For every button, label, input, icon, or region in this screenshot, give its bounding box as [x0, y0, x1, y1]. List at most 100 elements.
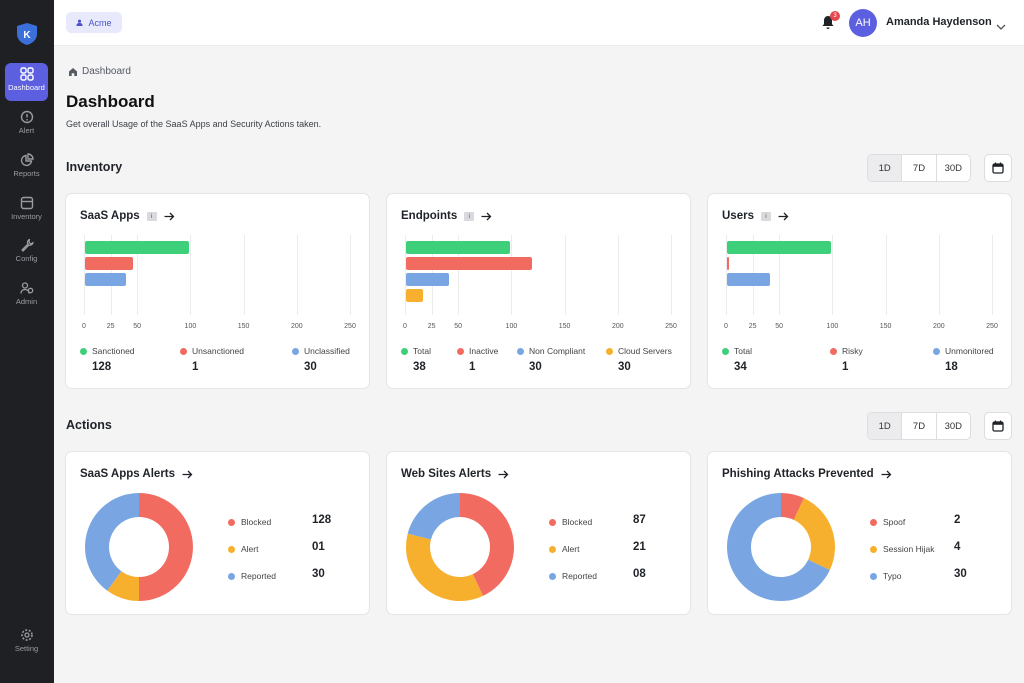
legend-dot — [292, 347, 299, 355]
legend-value: 1 — [469, 361, 476, 373]
arrow-right-icon[interactable] — [182, 470, 193, 479]
legend-dot — [80, 347, 87, 355]
range-30d-button[interactable]: 30D — [944, 420, 963, 432]
x-tick-label: 0 — [724, 323, 728, 330]
legend-value: 128 — [312, 514, 332, 526]
slice-alert[interactable] — [107, 571, 139, 601]
sidebar-item-inventory[interactable]: Inventory — [5, 192, 48, 230]
bar-unmonitored[interactable] — [727, 273, 770, 286]
sidebar-item-label: Dashboard — [8, 83, 45, 92]
slice-blocked[interactable] — [460, 493, 514, 596]
sidebar-item-admin[interactable]: Admin — [5, 277, 48, 315]
org-icon — [76, 19, 84, 26]
legend-value: 38 — [413, 361, 426, 373]
legend-value: 34 — [734, 361, 747, 373]
bar-inactive[interactable] — [406, 257, 532, 270]
saas-apps-alerts-card: SaaS Apps Alerts Blocked 128 Alert 01 Re… — [65, 451, 370, 615]
user-name[interactable]: Amanda Haydenson — [886, 16, 992, 28]
sidebar-item-config[interactable]: Config — [5, 234, 48, 272]
info-icon[interactable]: i — [146, 211, 157, 221]
legend-dot — [870, 545, 877, 553]
sidebar-item-setting[interactable]: Setting — [5, 624, 48, 662]
card-title: SaaS Apps — [80, 210, 140, 222]
grid-line — [84, 235, 85, 315]
web-sites-alerts-card: Web Sites Alerts Blocked 87 Alert 21 Rep… — [386, 451, 691, 615]
x-tick-label: 50 — [775, 323, 784, 330]
gear-icon — [20, 629, 33, 641]
legend-value: 30 — [304, 361, 317, 373]
saas-apps-card: SaaS Apps i 0 25 50 100 150 200 250 Sanctioned… — [65, 193, 370, 389]
legend-inactive: Inactive — [457, 346, 498, 356]
notifications-button[interactable]: 3 — [821, 11, 840, 31]
breadcrumb-item[interactable]: Dashboard — [82, 66, 131, 77]
info-icon[interactable]: i — [464, 211, 475, 221]
range-30d-button[interactable]: 30D — [944, 162, 963, 174]
legend-dot — [606, 347, 613, 355]
legend-value: 1 — [192, 361, 199, 373]
x-tick-label: 250 — [665, 323, 677, 330]
slice-reported[interactable] — [407, 493, 460, 540]
legend-unmonitored: Unmonitored — [933, 346, 994, 356]
slice-session-hijak[interactable] — [793, 498, 835, 570]
range-1d-button[interactable]: 1D — [868, 413, 903, 439]
grid-line — [938, 235, 940, 315]
slice-reported[interactable] — [84, 493, 139, 591]
bar-total[interactable] — [406, 241, 511, 254]
bar-unsanctioned[interactable] — [85, 257, 133, 270]
org-switcher[interactable]: Acme — [66, 12, 122, 33]
users-bar-chart — [726, 235, 993, 315]
slice-alert[interactable] — [406, 533, 483, 601]
arrow-right-icon[interactable] — [498, 470, 509, 479]
legend-value: 30 — [529, 361, 542, 373]
arrow-right-icon[interactable] — [481, 212, 492, 221]
grid-line — [992, 235, 993, 315]
legend-label: Blocked — [562, 517, 593, 527]
x-tick-label: 200 — [290, 323, 303, 330]
legend-value: 4 — [954, 541, 961, 553]
legend-label: Total — [734, 346, 752, 356]
bar-non-compliant[interactable] — [406, 273, 449, 286]
pie-chart-icon — [20, 153, 34, 167]
range-7d-button[interactable]: 7D — [902, 413, 937, 439]
sidebar-item-dashboard[interactable]: Dashboard — [5, 63, 48, 101]
legend-value: 30 — [954, 568, 967, 580]
home-icon — [69, 67, 77, 76]
logo-shield[interactable]: K — [17, 23, 37, 45]
x-axis-ticks: 0 25 50 100 150 200 250 — [724, 323, 998, 333]
legend-label: Typo — [883, 571, 902, 581]
legend-typo: Typo — [870, 571, 901, 581]
inventory-range-selector: 1D 7D 30D — [867, 154, 971, 182]
arrow-right-icon[interactable] — [881, 470, 892, 479]
legend-value: 18 — [945, 361, 958, 373]
range-7d-button[interactable]: 7D — [902, 155, 937, 181]
slice-blocked[interactable] — [139, 493, 193, 601]
legend-cloud-servers: Cloud Servers — [606, 346, 672, 356]
inventory-calendar-button[interactable] — [984, 154, 1012, 182]
sidebar-item-reports[interactable]: Reports — [5, 149, 48, 187]
avatar[interactable]: AH — [849, 9, 877, 37]
bar-risky[interactable] — [727, 257, 730, 270]
bar-unclassified[interactable] — [85, 273, 127, 286]
grid-line — [296, 235, 298, 315]
legend-reported: Reported — [549, 571, 597, 581]
x-tick-label: 0 — [403, 323, 407, 330]
actions-calendar-button[interactable] — [984, 412, 1012, 440]
sidebar-item-label: Reports — [13, 169, 40, 178]
legend-value: 2 — [954, 514, 961, 526]
info-icon[interactable]: i — [760, 211, 771, 221]
range-1d-button[interactable]: 1D — [868, 155, 903, 181]
bar-total[interactable] — [727, 241, 832, 254]
arrow-right-icon[interactable] — [164, 212, 175, 221]
user-menu-toggle[interactable] — [996, 18, 1006, 36]
slice-typo[interactable] — [727, 493, 830, 601]
legend-dot — [830, 347, 837, 355]
legend-label: Blocked — [241, 517, 272, 527]
arrow-right-icon[interactable] — [778, 212, 789, 221]
slice-spoof[interactable] — [781, 493, 804, 520]
card-title: SaaS Apps Alerts — [80, 468, 176, 480]
sidebar-item-alert[interactable]: Alert — [5, 106, 48, 144]
legend-dot — [517, 347, 524, 355]
bar-sanctioned[interactable] — [85, 241, 190, 254]
bar-cloud-servers[interactable] — [406, 289, 424, 302]
grid-line — [885, 235, 887, 315]
